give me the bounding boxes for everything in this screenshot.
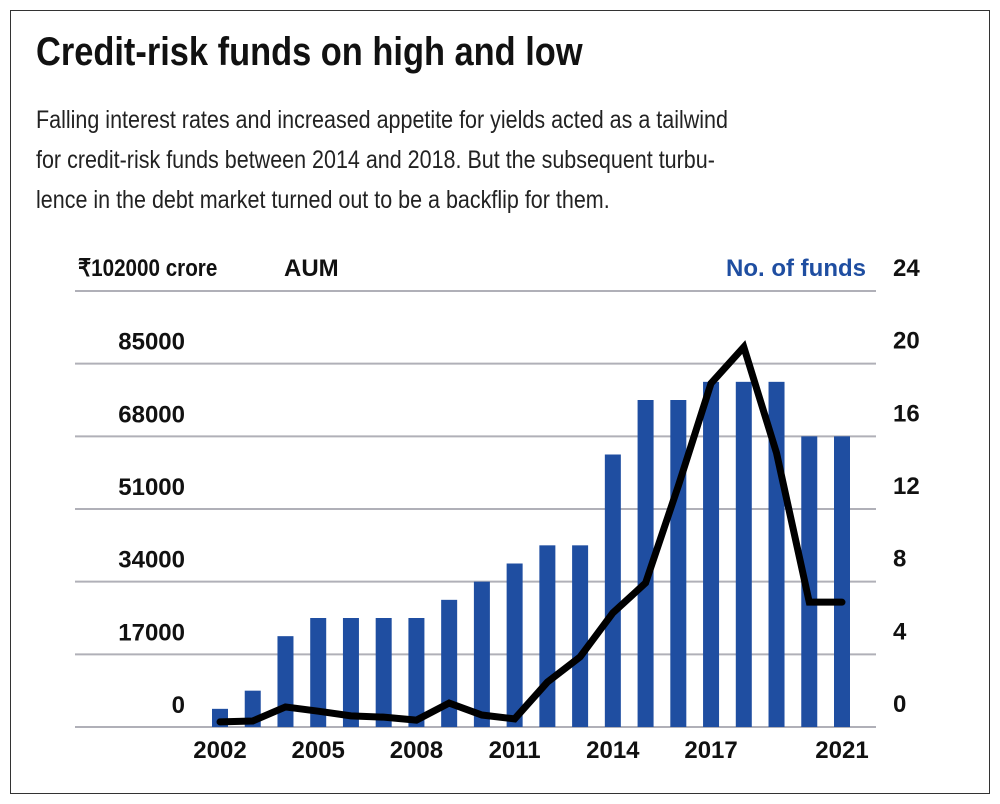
bar-2015 xyxy=(637,400,654,727)
x-tick-label: 2021 xyxy=(815,737,868,764)
x-tick-label: 2014 xyxy=(586,737,640,764)
subtitle-line: lence in the debt market turned out to b… xyxy=(36,186,610,214)
right-tick-label: 12 xyxy=(893,473,920,500)
bar-2004 xyxy=(277,636,294,727)
bar-2010 xyxy=(473,581,490,727)
bar-2005 xyxy=(310,618,327,727)
x-tick-label: 2011 xyxy=(489,737,541,764)
x-tick-label: 2017 xyxy=(684,737,737,764)
left-tick-label: 17000 xyxy=(118,619,185,646)
chart-title: Credit-risk funds on high and low xyxy=(36,30,583,74)
x-tick-label: 2005 xyxy=(292,737,345,764)
right-tick-label: 0 xyxy=(893,691,906,718)
bar-2009 xyxy=(441,599,458,727)
left-tick-label: 34000 xyxy=(118,547,185,574)
right-tick-label: 8 xyxy=(893,546,906,573)
left-tick-label: 0 xyxy=(172,692,185,719)
bar-2013 xyxy=(572,545,589,727)
left-axis-unit: ₹102000 crore xyxy=(78,255,217,282)
right-axis-label: No. of funds xyxy=(726,255,866,282)
chart-subtitle: Falling interest rates and increased app… xyxy=(36,100,728,220)
bar-2012 xyxy=(539,545,556,727)
right-tick-label: 24 xyxy=(893,255,920,282)
bar-2007 xyxy=(375,618,392,727)
bar-2016 xyxy=(670,400,687,727)
left-tick-label: 85000 xyxy=(118,329,185,356)
x-tick-label: 2008 xyxy=(390,737,443,764)
aum-line xyxy=(216,340,846,726)
bar-2017 xyxy=(703,381,720,727)
subtitle-line: for credit-risk funds between 2014 and 2… xyxy=(36,146,715,174)
chart-frame xyxy=(10,10,990,794)
bar-2021 xyxy=(834,436,850,727)
bar-2020 xyxy=(801,436,818,727)
right-tick-label: 20 xyxy=(893,328,920,355)
left-tick-label: 68000 xyxy=(118,401,185,428)
bar-2011 xyxy=(506,563,523,727)
subtitle-line: Falling interest rates and increased app… xyxy=(36,106,728,134)
left-axis-label: AUM xyxy=(284,255,339,282)
right-tick-label: 4 xyxy=(893,618,907,645)
right-tick-label: 16 xyxy=(893,400,920,427)
left-tick-label: 51000 xyxy=(118,474,185,501)
bar-2008 xyxy=(408,618,425,727)
x-tick-label: 2002 xyxy=(193,737,246,764)
bar-2006 xyxy=(342,618,359,727)
bar-2018 xyxy=(735,381,752,727)
bar-2014 xyxy=(604,454,621,727)
